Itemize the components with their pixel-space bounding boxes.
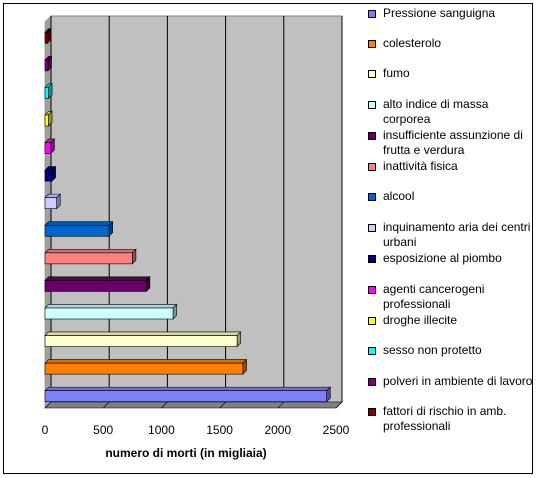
legend-swatch [368,40,376,48]
plot-floor [44,401,343,409]
x-tick-label: 2000 [264,423,291,437]
bars [44,27,332,403]
legend-swatch [368,163,376,171]
x-tick-label: 500 [93,423,113,437]
bar-front [44,59,49,72]
legend-label: fumo [383,66,410,80]
bar-front [44,197,57,210]
legend-label: colesterolo [383,36,442,50]
grid-floor-line [277,401,285,409]
legend-swatch [368,193,376,201]
x-tick-label: 1000 [148,423,175,437]
bar-top [44,331,242,336]
legend-swatch [368,101,376,109]
bar-top [44,248,137,254]
legend-label: droghe illecite [383,313,458,327]
legend: Pressione sanguigna colesterolo fumo alto i… [364,6,533,446]
legend-label: insufficiente assunzione di frutta e ver… [383,128,523,157]
legend-label: Pressione sanguigna [383,6,496,20]
bar-top [44,276,151,281]
bar-front [44,307,174,320]
bar [44,83,53,100]
bar [44,303,178,320]
x-tick-labels: 0 500 1000 1500 2000 2500 [42,423,350,437]
bar [44,358,248,375]
legend-swatch [368,10,376,18]
legend-swatch [368,408,376,416]
bar-front [44,335,238,347]
legend-swatch [368,70,376,78]
legend-label: fattori di rischio in amb. professionali [383,404,507,433]
bar [44,386,332,403]
bar [44,248,137,265]
x-tick-label: 1500 [206,423,233,437]
bar-front [44,362,244,375]
bar-top [44,386,332,392]
bar [44,193,61,210]
bar-front [44,224,110,237]
legend-label: alto indice di massa corporea [383,97,489,126]
bar [44,331,242,348]
legend-swatch [368,255,376,263]
bar [44,110,53,127]
legend-label: alcool [383,189,415,203]
legend-swatch [368,224,376,232]
legend-swatch [368,132,376,140]
bar-top [44,304,178,309]
bar-front [44,252,133,265]
legend-label: inattività fisica [383,159,458,173]
x-tick-label: 0 [42,423,49,437]
grid-floor-line [44,401,52,409]
x-axis-label: numero di morti (in migliaia) [105,446,266,460]
legend-swatch [368,378,376,386]
bar [44,220,114,238]
legend-label: inquinamento aria dei centri urbani [383,220,531,249]
bar-front [44,390,327,403]
x-tick-label: 2500 [323,423,350,437]
bar [44,55,53,72]
bar-front [44,142,52,154]
bar-front [44,280,147,292]
bar-front [44,87,49,99]
legend-swatch [368,317,376,325]
plot-side-wall [44,15,52,409]
plot-background [44,15,343,409]
bar-front [44,169,53,182]
legend-swatch [368,286,376,294]
bar [44,276,151,293]
legend-swatch [368,347,376,355]
legend-label: sesso non protetto [383,343,482,357]
grid-floor-line [219,401,226,409]
bar [44,27,52,45]
grid-floor-line [102,401,110,409]
legend-label: agenti cancerogeni professionali [383,282,485,311]
bar-front [44,31,48,44]
bar [44,138,56,155]
bar-top [44,221,114,226]
bar [44,165,57,182]
grid-floor-line [161,401,168,409]
bar-top [44,359,248,364]
legend-label: polveri in ambiente di lavoro [383,374,533,388]
grid-floor-line [335,401,343,409]
bar-front [44,114,49,127]
legend-label: esposizione al piombo [383,251,502,265]
